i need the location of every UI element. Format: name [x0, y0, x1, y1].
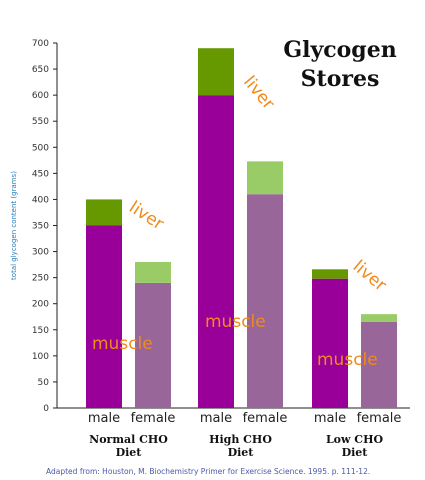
x-category-label: male	[200, 411, 232, 426]
y-tick-label: 200	[32, 300, 49, 310]
y-tick-label: 150	[32, 326, 49, 336]
y-tick-label: 100	[32, 352, 49, 362]
bar-liver-female	[135, 262, 171, 283]
y-tick-label: 450	[32, 169, 49, 179]
x-category-label: male	[88, 411, 120, 426]
bar-muscle-female	[135, 282, 171, 408]
muscle-annotation: muscle	[317, 350, 378, 370]
muscle-annotation: muscle	[205, 312, 266, 332]
y-tick-label: 650	[32, 65, 49, 75]
group-label: Low CHO	[326, 433, 384, 446]
bar-muscle-male	[312, 278, 348, 408]
group-label: High CHO	[209, 433, 272, 446]
chart-title-line: Glycogen	[283, 37, 396, 63]
bar-liver-female	[247, 161, 283, 195]
y-tick-label: 350	[32, 222, 49, 232]
x-category-label: female	[131, 411, 176, 426]
bar-muscle-male	[198, 95, 234, 409]
label-layer: total glycogen content (grams) Glycogen St…	[10, 37, 401, 476]
group-label: Diet	[228, 446, 255, 459]
y-axis-label: total glycogen content (grams)	[10, 171, 18, 280]
y-tick-label: 500	[32, 143, 49, 153]
y-tick-label: 700	[32, 39, 49, 49]
y-tick-label: 600	[32, 91, 49, 101]
x-category-label: female	[243, 411, 288, 426]
bar-liver-female	[361, 314, 397, 322]
y-tick-label: 550	[32, 117, 49, 127]
source-citation: Adapted from: Houston, M. Biochemistry P…	[46, 467, 370, 476]
bar-muscle-female	[361, 321, 397, 408]
y-tick-label: 400	[32, 195, 49, 205]
y-tick-label: 250	[32, 274, 49, 284]
bar-liver-male	[198, 48, 234, 96]
x-category-label: female	[357, 411, 402, 426]
chart-title-line: Stores	[301, 66, 380, 92]
bar-layer	[86, 48, 397, 409]
x-category-label: male	[314, 411, 346, 426]
muscle-annotation: muscle	[92, 334, 153, 354]
y-tick-label: 0	[43, 404, 49, 414]
bar-muscle-female	[247, 194, 283, 408]
y-tick-label: 300	[32, 248, 49, 258]
bar-liver-male	[86, 199, 122, 226]
liver-annotation: liver	[125, 197, 167, 234]
group-label: Diet	[342, 446, 369, 459]
bar-liver-male	[312, 269, 348, 279]
bar-muscle-male	[86, 225, 122, 408]
liver-annotation: liver	[239, 72, 278, 113]
liver-annotation: liver	[349, 257, 390, 296]
y-tick-label: 50	[38, 378, 50, 388]
group-label: Normal CHO	[89, 433, 168, 446]
group-label: Diet	[116, 446, 143, 459]
